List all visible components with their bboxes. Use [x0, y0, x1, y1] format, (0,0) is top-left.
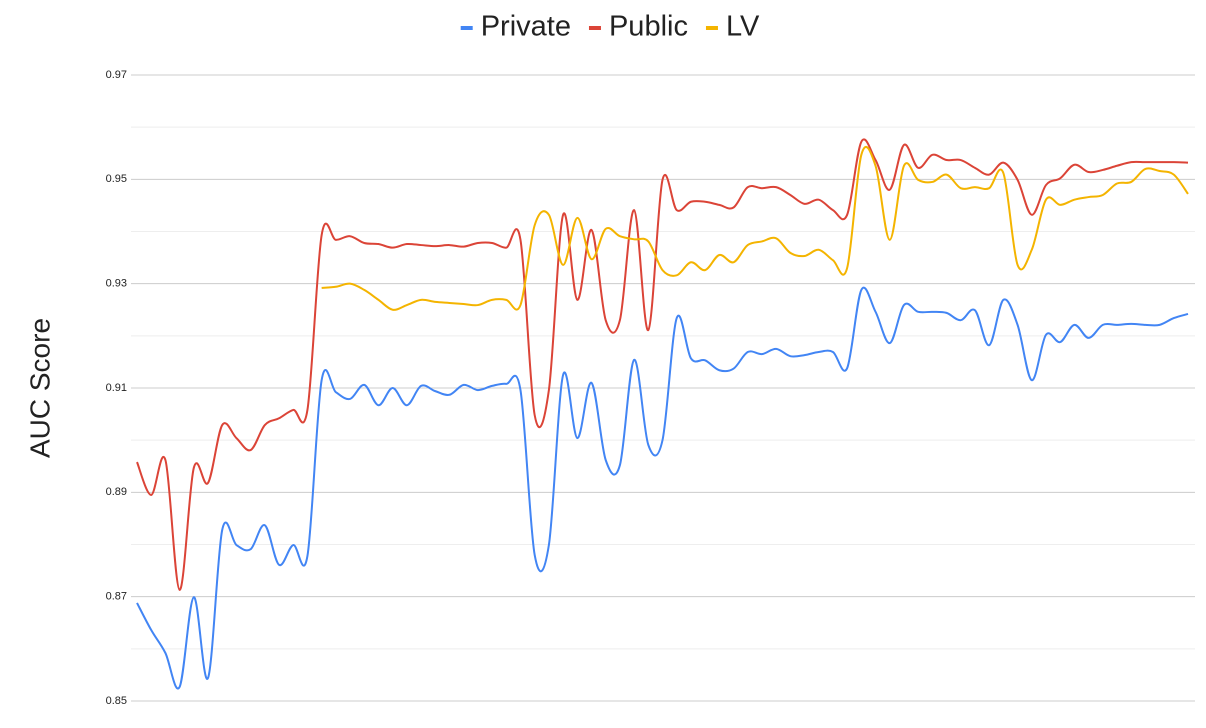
y-tick-label: 0.91 — [106, 382, 127, 394]
y-tick-label: 0.89 — [106, 486, 127, 498]
legend-label: Private — [481, 11, 571, 43]
y-axis-title: AUC Score — [24, 318, 55, 458]
y-tick-label: 0.85 — [106, 695, 127, 707]
line-series — [136, 138, 1189, 591]
y-tick-label: 0.95 — [106, 173, 127, 185]
line-series — [321, 146, 1189, 311]
legend-label: Public — [609, 11, 688, 43]
legend-label: LV — [726, 11, 760, 43]
y-tick-label: 0.87 — [106, 591, 127, 603]
y-tick-label: 0.93 — [106, 278, 127, 290]
y-tick-label: 0.97 — [106, 69, 127, 81]
line-series — [136, 286, 1189, 690]
legend: Private Public LV — [460, 11, 760, 43]
